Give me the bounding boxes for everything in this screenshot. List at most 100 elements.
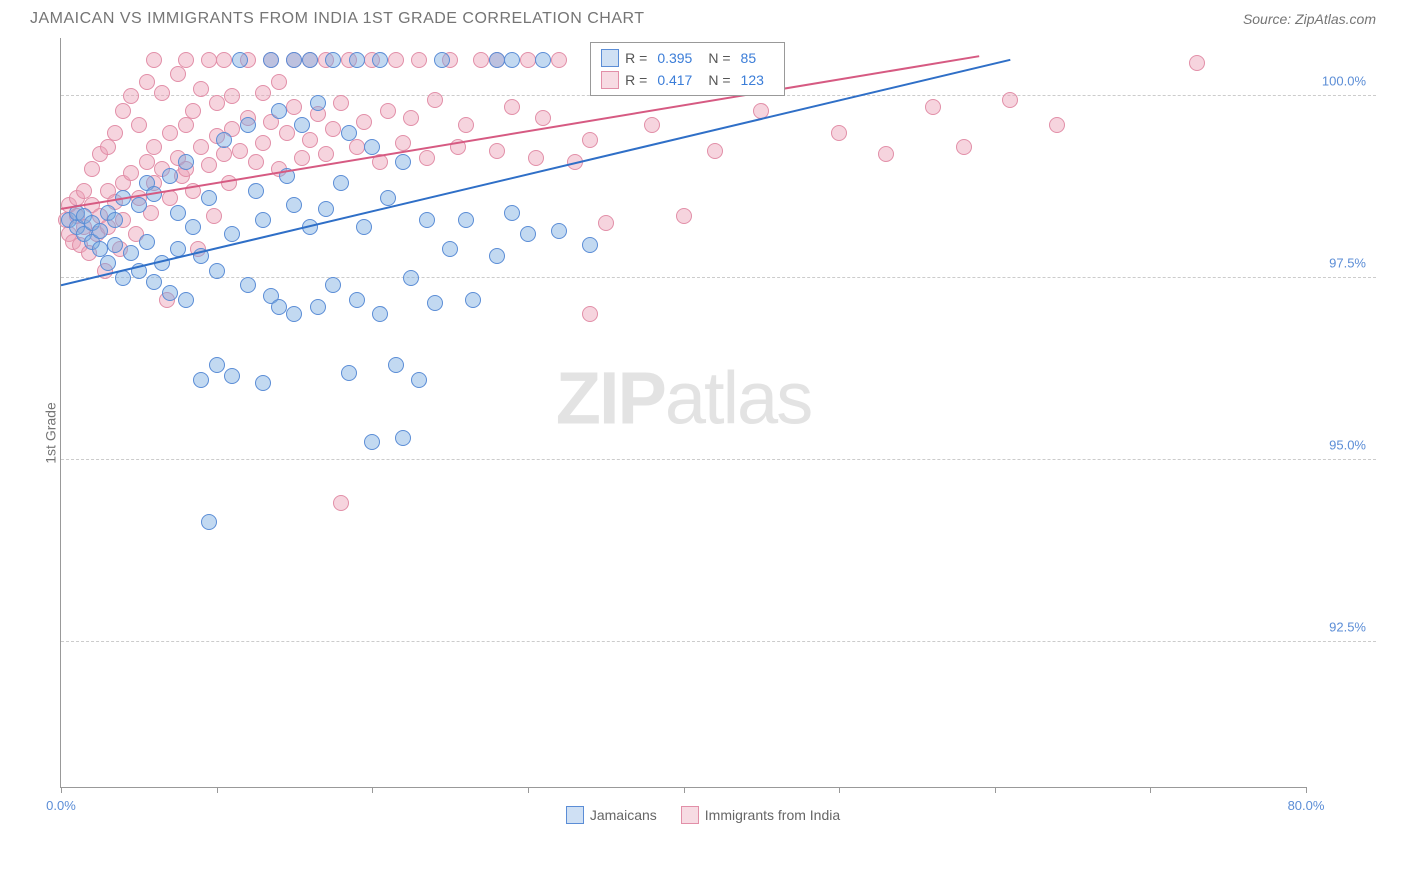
data-point-india: [520, 52, 536, 68]
y-tick-label: 97.5%: [1329, 255, 1366, 270]
data-point-jamaicans: [372, 52, 388, 68]
x-tick: [684, 787, 685, 793]
data-point-india: [139, 154, 155, 170]
data-point-india: [139, 74, 155, 90]
data-point-india: [221, 175, 237, 191]
data-point-india: [1049, 117, 1065, 133]
data-point-india: [224, 88, 240, 104]
data-point-india: [1189, 55, 1205, 71]
data-point-india: [504, 99, 520, 115]
chart-header: JAMAICAN VS IMMIGRANTS FROM INDIA 1ST GR…: [0, 0, 1406, 34]
data-point-jamaicans: [294, 117, 310, 133]
data-point-jamaicans: [372, 306, 388, 322]
data-point-jamaicans: [100, 255, 116, 271]
data-point-india: [302, 132, 318, 148]
data-point-jamaicans: [240, 277, 256, 293]
data-point-india: [1002, 92, 1018, 108]
data-point-jamaicans: [193, 248, 209, 264]
data-point-jamaicans: [286, 52, 302, 68]
data-point-india: [131, 117, 147, 133]
data-point-jamaicans: [139, 234, 155, 250]
data-point-jamaicans: [178, 292, 194, 308]
x-tick: [528, 787, 529, 793]
data-point-jamaicans: [162, 168, 178, 184]
data-point-india: [878, 146, 894, 162]
data-point-jamaicans: [364, 434, 380, 450]
data-point-india: [185, 183, 201, 199]
data-point-jamaicans: [349, 292, 365, 308]
data-point-india: [84, 161, 100, 177]
y-tick-label: 95.0%: [1329, 437, 1366, 452]
data-point-india: [201, 52, 217, 68]
data-point-india: [123, 88, 139, 104]
data-point-jamaicans: [170, 241, 186, 257]
data-point-india: [582, 132, 598, 148]
data-point-india: [489, 143, 505, 159]
data-point-jamaicans: [535, 52, 551, 68]
x-tick: [839, 787, 840, 793]
chart-title: JAMAICAN VS IMMIGRANTS FROM INDIA 1ST GR…: [30, 10, 645, 28]
data-point-india: [170, 66, 186, 82]
data-point-jamaicans: [442, 241, 458, 257]
data-point-jamaicans: [318, 201, 334, 217]
y-tick-label: 92.5%: [1329, 619, 1366, 634]
data-point-india: [162, 190, 178, 206]
data-point-india: [76, 183, 92, 199]
data-point-india: [644, 117, 660, 133]
data-point-india: [333, 95, 349, 111]
data-point-india: [271, 74, 287, 90]
data-point-jamaicans: [489, 52, 505, 68]
data-point-jamaicans: [224, 368, 240, 384]
data-point-india: [753, 103, 769, 119]
data-point-jamaicans: [333, 175, 349, 191]
x-tick: [217, 787, 218, 793]
data-point-jamaicans: [403, 270, 419, 286]
data-point-jamaicans: [286, 306, 302, 322]
data-point-india: [193, 81, 209, 97]
data-point-india: [216, 52, 232, 68]
data-point-india: [248, 154, 264, 170]
data-point-india: [325, 121, 341, 137]
data-point-india: [535, 110, 551, 126]
data-point-jamaicans: [240, 117, 256, 133]
data-point-jamaicans: [154, 255, 170, 271]
gridline: [61, 277, 1376, 278]
data-point-jamaicans: [504, 205, 520, 221]
data-point-jamaicans: [131, 197, 147, 213]
data-point-jamaicans: [263, 52, 279, 68]
data-point-jamaicans: [146, 186, 162, 202]
data-point-jamaicans: [255, 375, 271, 391]
data-point-india: [232, 143, 248, 159]
data-point-india: [185, 103, 201, 119]
y-axis-label: 1st Grade: [43, 402, 59, 463]
data-point-jamaicans: [271, 299, 287, 315]
data-point-jamaicans: [310, 299, 326, 315]
data-point-jamaicans: [279, 168, 295, 184]
data-point-jamaicans: [325, 277, 341, 293]
data-point-india: [178, 117, 194, 133]
data-point-jamaicans: [349, 52, 365, 68]
stats-swatch: [601, 71, 619, 89]
data-point-india: [201, 157, 217, 173]
data-point-jamaicans: [92, 241, 108, 257]
x-tick: [1306, 787, 1307, 793]
stats-row: R =0.395N =85: [591, 47, 784, 69]
x-tick: [995, 787, 996, 793]
legend-swatch-jamaicans: [566, 806, 584, 824]
data-point-jamaicans: [146, 274, 162, 290]
data-point-india: [925, 99, 941, 115]
legend-label-india: Immigrants from India: [705, 807, 840, 823]
data-point-jamaicans: [178, 154, 194, 170]
data-point-jamaicans: [341, 125, 357, 141]
data-point-jamaicans: [224, 226, 240, 242]
data-point-jamaicans: [364, 139, 380, 155]
data-point-india: [395, 135, 411, 151]
data-point-india: [107, 125, 123, 141]
data-point-india: [372, 154, 388, 170]
data-point-india: [349, 139, 365, 155]
data-point-jamaicans: [380, 190, 396, 206]
data-point-india: [286, 99, 302, 115]
data-point-india: [209, 95, 225, 111]
stats-r-value: 0.417: [657, 72, 692, 88]
data-point-india: [707, 143, 723, 159]
